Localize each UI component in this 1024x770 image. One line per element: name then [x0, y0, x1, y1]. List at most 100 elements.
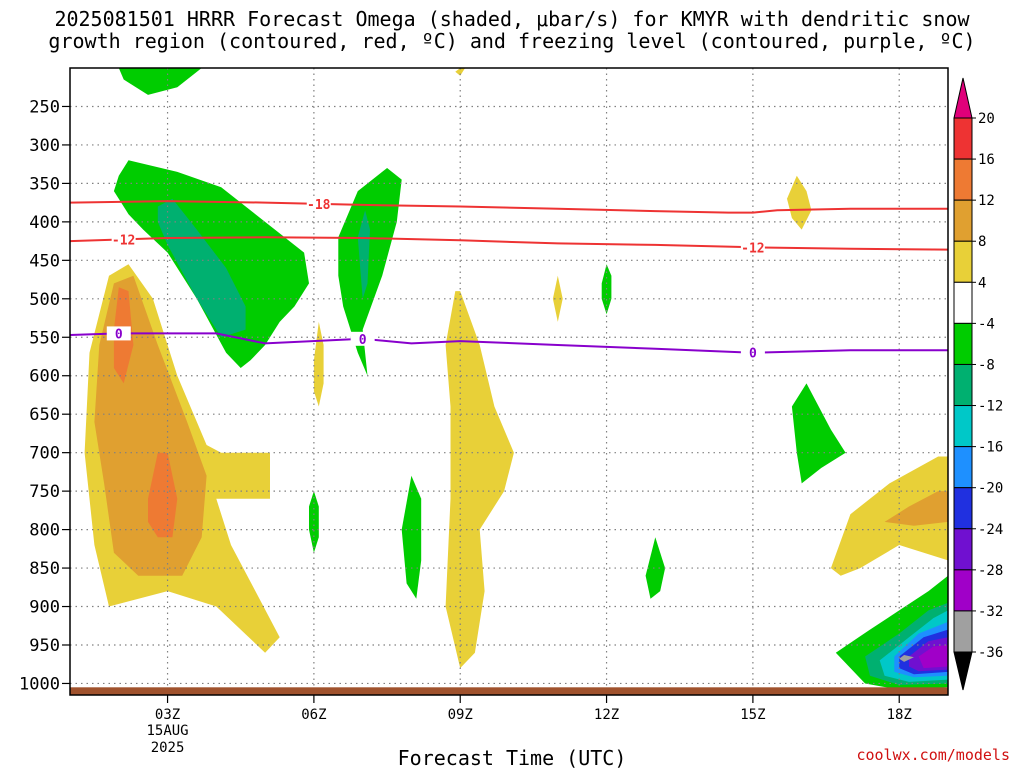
y-tick-label: 750 [29, 482, 60, 502]
y-tick-label: 800 [29, 521, 60, 541]
colorbar-label: -36 [978, 645, 1003, 661]
chart-title-line-2: growth region (contoured, red, ºC) and f… [48, 29, 976, 53]
y-tick-label: 850 [29, 559, 60, 579]
x-tick-label: 06Z [301, 707, 326, 723]
x-date-label: 15AUG [146, 723, 188, 739]
colorbar-swatch-12 [953, 610, 973, 653]
omega-region-8 [830, 456, 948, 576]
colorbar: 20 16 12 8 4 -4 -8 -12 -16 -20 -24 -28 -32 -36 [953, 77, 1003, 691]
grid-layer [70, 68, 948, 695]
x-date-label: 2025 [151, 740, 185, 756]
colorbar-swatch-11 [953, 569, 973, 612]
colorbar-swatch-3 [953, 240, 973, 283]
contour-label-0: -18 [307, 198, 331, 213]
y-tick-label: 400 [29, 213, 60, 233]
chart-title-line-1: 2025081501 HRRR Forecast Omega (shaded, … [54, 7, 970, 31]
colorbar-swatch-2 [953, 199, 973, 242]
omega-region-17 [401, 475, 422, 599]
contour-label-bg-5 [740, 345, 765, 360]
omega-region-4 [313, 321, 324, 407]
colorbar-label: 8 [978, 234, 986, 250]
omega-region-13 [157, 198, 246, 338]
y-tick-label: 500 [29, 290, 60, 310]
omega-region-11 [118, 68, 202, 95]
colorbar-swatch-9 [953, 487, 973, 530]
colorbar-swatch-8 [953, 446, 973, 489]
y-tick-label: 550 [29, 328, 60, 348]
colorbar-label: -32 [978, 604, 1003, 620]
colorbar-label: 20 [978, 111, 995, 127]
y-tick-label: 700 [29, 444, 60, 464]
colorbar-label: -24 [978, 522, 1003, 538]
contour-label-4: 0 [359, 333, 367, 348]
colorbar-swatch-7 [953, 405, 973, 448]
colorbar-label: -4 [978, 316, 995, 332]
contour-label-bg-1 [111, 232, 136, 247]
contour-label-5: 0 [749, 347, 757, 362]
y-tick-label: 300 [29, 136, 60, 156]
contour-label-1: -12 [112, 233, 135, 248]
contour-line-0 [69, 200, 948, 214]
x-tick-label: 18Z [887, 707, 912, 723]
x-axis-title: Forecast Time (UTC) [397, 746, 627, 770]
colorbar-swatch-0 [953, 117, 973, 160]
x-tick-label: 12Z [594, 707, 619, 723]
contour-label-3: 0 [115, 327, 123, 342]
contour-label-bg-4 [350, 331, 375, 346]
y-tick-label: 350 [29, 174, 60, 194]
y-tick-label: 450 [29, 251, 60, 271]
omega-region-19 [645, 537, 666, 599]
x-tick-label: 09Z [448, 707, 473, 723]
omega-region-9 [884, 491, 948, 526]
colorbar-label: 12 [978, 193, 995, 209]
omega-region-27 [918, 645, 948, 669]
colorbar-swatch-6 [953, 363, 973, 407]
colorbar-bottom-arrow [953, 651, 973, 691]
contour-label-bg-2 [740, 240, 765, 255]
contour-label-bg-0 [306, 196, 331, 211]
x-tick-label: 15Z [740, 707, 765, 723]
y-tick-label: 250 [29, 97, 60, 117]
omega-region-7 [787, 175, 812, 230]
omega-region-15 [357, 210, 370, 299]
colorbar-swatch-10 [953, 528, 973, 571]
y-tick-label: 600 [29, 367, 60, 387]
credit-link[interactable]: coolwx.com/models [856, 746, 1010, 764]
colorbar-swatch-5 [953, 322, 973, 365]
omega-region-6 [552, 275, 563, 322]
y-tick-label: 1000 [19, 674, 60, 694]
y-tick-label: 950 [29, 636, 60, 656]
omega-region-5 [445, 291, 514, 669]
colorbar-label: -16 [978, 440, 1003, 456]
contour-line-1 [69, 236, 949, 251]
colorbar-label: 16 [978, 152, 995, 168]
terrain-ground [70, 687, 948, 695]
colorbar-top-arrow [953, 77, 973, 119]
omega-region-28 [899, 655, 914, 662]
omega-region-20 [791, 383, 846, 484]
omega-shading-layer [84, 68, 948, 690]
colorbar-swatch-4 [953, 281, 973, 324]
contour-label-bg-3 [106, 326, 131, 341]
y-tick-label: 900 [29, 598, 60, 618]
colorbar-label: -28 [978, 563, 1003, 579]
contour-line-3 [69, 332, 948, 354]
omega-region-10 [455, 68, 466, 76]
plot-frame [69, 67, 949, 696]
colorbar-label: 4 [978, 275, 986, 291]
colorbar-swatch-1 [953, 158, 973, 201]
contour-layer: -18 -12 -12 0 0 0 [69, 196, 949, 362]
x-tick-label: 03Z [155, 707, 180, 723]
contour-label-2: -12 [741, 241, 764, 256]
y-tick-label: 650 [29, 405, 60, 425]
omega-region-14 [338, 168, 402, 376]
colorbar-label: -20 [978, 481, 1003, 497]
chart-title: 2025081501 HRRR Forecast Omega (shaded, … [0, 8, 1024, 52]
pressure-axis: 250 300 350 400 450 500 550 600 650 700 750 800 850 9… [19, 97, 70, 694]
colorbar-label: -8 [978, 357, 995, 373]
omega-region-3 [148, 452, 178, 538]
omega-region-16 [309, 491, 319, 553]
colorbar-label: -12 [978, 399, 1003, 415]
